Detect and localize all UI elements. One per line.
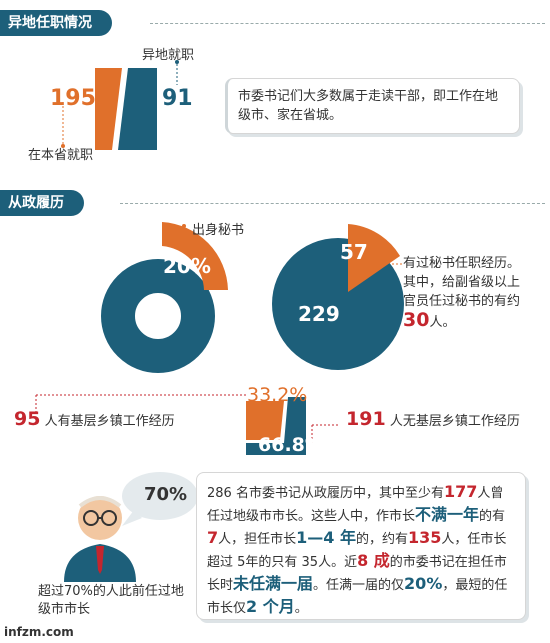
grassroots-pct-top: 33.2% — [247, 384, 308, 406]
divider — [150, 23, 545, 24]
mayor-key-1: 不满一年 — [415, 505, 480, 524]
mayor-key-3: 8 成 — [357, 551, 390, 570]
label-local: 在本省就职 — [28, 148, 94, 163]
section-title-career: 从政履历 — [0, 190, 84, 216]
mayor-text-1: 286 名市委书记从政履历中，其中至少有 — [207, 486, 444, 501]
bar-local — [95, 68, 122, 150]
grassroots-pct-bottom: 66.8% — [258, 434, 324, 456]
value-local: 195 — [50, 86, 96, 111]
bar-without-grassroots — [246, 397, 306, 455]
mayor-text-10: 。 — [294, 601, 308, 616]
grassroots-right-num: 191 — [346, 408, 386, 430]
grassroots-right-text: 人无基层乡镇工作经历 — [389, 414, 520, 429]
mayor-key-6: 2 个月 — [246, 597, 295, 616]
mayor-text-9: ，最短的任市长仅 — [207, 578, 508, 616]
pie-leader — [392, 263, 402, 265]
mayor-num-135: 135 — [408, 528, 442, 547]
section-title-remote: 异地任职情况 — [0, 10, 112, 36]
note-remote: 市委书记们大多数属于走读干部，即工作在地级市、家在省城。 — [225, 78, 520, 134]
bubble-pct: 70% — [144, 484, 188, 505]
mayor-text-2: 人曾任过地级市市长。这些人中，作市长 — [207, 486, 504, 524]
official-illustration — [64, 472, 198, 582]
pie-slice-secretary — [348, 224, 400, 292]
secretary-donut — [101, 222, 228, 373]
grassroots-left: 95 人有基层乡镇工作经历 — [14, 408, 175, 430]
grassroots-right: 191 人无基层乡镇工作经历 — [346, 408, 520, 430]
donut-label: 出身秘书 — [192, 223, 245, 238]
pie-note-text: 有过秘书任职经历。其中，给副省级以上官员任过秘书的有约 — [403, 256, 521, 309]
mayor-text-5: 的，约有 — [356, 532, 409, 547]
value-remote: 91 — [162, 86, 193, 111]
mayor-text-8: 。任满一届的仅 — [313, 578, 405, 593]
secretary-pie — [272, 224, 404, 370]
pie-small-value: 57 — [340, 240, 368, 264]
pie-note-unit: 人。 — [429, 315, 456, 330]
source-footer: infzm.com — [4, 625, 74, 639]
mayor-num-177: 177 — [443, 482, 478, 501]
bar-with-grassroots — [246, 401, 284, 440]
pie-big-value: 229 — [298, 302, 340, 326]
mayor-text-6: 人，任市长超过 5年的只有 35人。近 — [207, 532, 507, 570]
mayor-text-3: 的有 — [479, 509, 506, 524]
divider — [120, 203, 545, 204]
mayor-num-7: 7 — [207, 528, 219, 547]
remote-work-chart — [61, 60, 179, 150]
pie-note: 有过秘书任职经历。其中，给副省级以上官员任过秘书的有约30人。 — [403, 254, 531, 332]
grassroots-left-num: 95 — [14, 408, 41, 430]
grassroots-left-text: 人有基层乡镇工作经历 — [44, 414, 175, 429]
mayor-note: 286 名市委书记从政履历中，其中至少有177人曾任过地级市市长。这些人中，作市… — [196, 472, 526, 620]
pie-note-num: 30 — [403, 309, 430, 331]
grassroots-chart — [35, 394, 340, 455]
bar-remote — [118, 68, 157, 150]
speech-bubble — [122, 472, 198, 520]
mayor-text-7: 的市委书记在担任市长时 — [207, 555, 507, 593]
mayor-key-4: 未任满一届 — [233, 574, 314, 593]
mayor-key-2: 1—4 年 — [296, 528, 356, 547]
mayor-text-4: 人，担任市长 — [218, 532, 297, 547]
donut-slice-secretary — [162, 222, 228, 290]
mayor-caption: 超过70%的人此前任过地级市市长 — [38, 584, 184, 617]
mayor-key-5: 20% — [404, 574, 443, 593]
donut-pct: 20% — [163, 254, 211, 278]
label-remote: 异地就职 — [142, 48, 195, 63]
